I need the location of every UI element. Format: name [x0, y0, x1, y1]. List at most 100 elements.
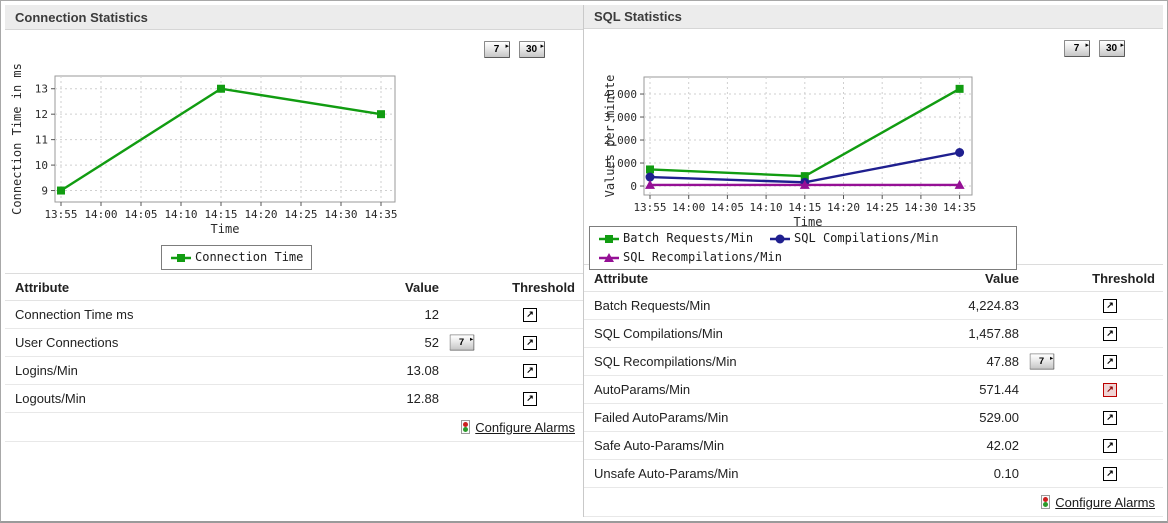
column-spacer: 7 ▸ [1019, 353, 1065, 370]
svg-text:2,000: 2,000 [604, 134, 637, 147]
svg-text:14:00: 14:00 [84, 208, 117, 221]
square-marker-icon [599, 234, 619, 243]
page-title: Connection Statistics [15, 9, 148, 25]
attribute-value: 47.88 [986, 354, 1019, 369]
attribute-value: 529.00 [979, 410, 1019, 425]
threshold-icon[interactable]: ↗ [1103, 466, 1117, 481]
svg-text:14:10: 14:10 [750, 201, 783, 214]
threshold-cell: ↗ [1065, 298, 1155, 313]
period-7-button[interactable]: 7 ▸ [484, 41, 510, 58]
table-row: User Connections 52 7 ▸ ↗ [5, 329, 583, 357]
period-30-button[interactable]: 30 ▸ [519, 41, 545, 58]
table-row: Batch Requests/Min 4,224.83 ↗ [584, 292, 1163, 320]
attribute-label: Batch Requests/Min [594, 298, 711, 313]
threshold-icon[interactable]: ↗ [523, 363, 537, 378]
period-30-label: 30 [525, 43, 538, 55]
threshold-cell: ↗ [485, 307, 575, 322]
period-buttons: 7 ▸ 30 ▸ [1064, 40, 1125, 58]
sql-chart-section: 7 ▸ 30 ▸ 13:55 14:00 14:05 14:10 14:15 14:20 14:… [584, 29, 1163, 271]
period-7-button[interactable]: 7 ▸ [449, 334, 475, 351]
threshold-icon[interactable]: ↗ [1103, 410, 1117, 425]
threshold-icon[interactable]: ↗ [1103, 298, 1117, 313]
table-row: AutoParams/Min 571.44 ↗ [584, 376, 1163, 404]
legend-item: SQL Compilations/Min [769, 229, 939, 248]
table-row: Failed AutoParams/Min 529.00 ↗ [584, 404, 1163, 432]
period-7-button[interactable]: 7 ▸ [1029, 353, 1055, 370]
threshold-cell: ↗ [1065, 326, 1155, 341]
table-header-row: Attribute Value Threshold [584, 265, 1163, 292]
threshold-cell: ↗ [1065, 466, 1155, 481]
threshold-cell: ↗ [1065, 382, 1155, 397]
column-header-threshold: Threshold [1092, 270, 1155, 286]
period-7-label: 7 [493, 43, 500, 55]
svg-text:0: 0 [630, 180, 637, 193]
threshold-icon[interactable]: ↗ [1103, 326, 1117, 341]
attribute-value: 571.44 [979, 382, 1019, 397]
table-row: Connection Time ms 12 ↗ [5, 301, 583, 329]
threshold-icon[interactable]: ↗ [1103, 438, 1117, 453]
table-row: Logouts/Min 12.88 ↗ [5, 385, 583, 413]
legend-item: SQL Recompilations/Min [598, 248, 782, 267]
threshold-icon[interactable]: ↗ [1103, 354, 1117, 369]
connection-chart-section: 7 ▸ 30 ▸ 13:55 14:00 14:05 14:10 14:15 14:20 14:… [5, 30, 583, 273]
svg-text:9: 9 [41, 185, 48, 198]
legend-label: SQL Compilations/Min [794, 231, 939, 246]
attribute-label: Logins/Min [15, 363, 78, 378]
configure-alarms-link[interactable]: Configure Alarms [475, 419, 575, 435]
attribute-label: Failed AutoParams/Min [594, 410, 729, 425]
chart-legend: Connection Time [161, 245, 313, 270]
chart-legend: Batch Requests/Min SQL Compilations/Min SQ… [589, 226, 1017, 271]
panel-header: Connection Statistics [5, 5, 583, 30]
configure-alarms-row: Configure Alarms [5, 413, 583, 442]
threshold-icon[interactable]: ↗ [1103, 382, 1117, 397]
circle-marker-icon [770, 234, 791, 244]
caret-icon: ▸ [540, 43, 544, 50]
svg-text:14:25: 14:25 [284, 208, 317, 221]
period-30-button[interactable]: 30 ▸ [1099, 40, 1125, 58]
configure-alarms-link[interactable]: Configure Alarms [1055, 494, 1155, 510]
column-spacer: 7 ▸ [439, 334, 485, 351]
svg-text:14:35: 14:35 [943, 201, 976, 214]
period-buttons: 7 ▸ 30 ▸ [484, 41, 545, 58]
attribute-value: 1,457.88 [968, 326, 1019, 341]
legend-label: Batch Requests/Min [623, 231, 754, 246]
svg-text:1,000: 1,000 [604, 157, 637, 170]
traffic-light-icon [1041, 495, 1051, 509]
attribute-value: 42.02 [986, 438, 1019, 453]
attribute-label: Safe Auto-Params/Min [594, 438, 725, 453]
connection-attributes-table: Attribute Value Threshold Connection Tim… [5, 273, 583, 442]
column-header-attribute: Attribute [15, 279, 70, 295]
threshold-cell: ↗ [485, 363, 575, 378]
svg-text:13: 13 [35, 83, 48, 96]
threshold-cell: ↗ [1065, 354, 1155, 369]
square-marker-icon [171, 253, 191, 262]
attribute-value: 0.10 [993, 466, 1019, 481]
connection-time-chart: 13:55 14:00 14:05 14:10 14:15 14:20 14:25 14:30… [10, 63, 398, 236]
attribute-value: 52 [424, 335, 439, 350]
svg-text:3,000: 3,000 [604, 111, 637, 124]
attribute-label: SQL Compilations/Min [594, 326, 723, 341]
caret-icon: ▸ [1085, 42, 1089, 50]
traffic-light-icon [461, 420, 471, 434]
period-30-label: 30 [1105, 42, 1118, 54]
threshold-icon[interactable]: ↗ [523, 391, 537, 406]
caret-icon: ▸ [470, 336, 474, 343]
attribute-label: Unsafe Auto-Params/Min [594, 466, 739, 481]
svg-text:14:10: 14:10 [164, 208, 197, 221]
svg-text:14:05: 14:05 [711, 201, 744, 214]
threshold-icon[interactable]: ↗ [523, 307, 537, 322]
table-header-row: Attribute Value Threshold [5, 274, 583, 301]
column-header-threshold: Threshold [512, 279, 575, 295]
legend-item: Connection Time [170, 248, 303, 267]
panel-sql-statistics: SQL Statistics 7 ▸ 30 ▸ 13:55 14:00 14:05 14:… [584, 5, 1163, 517]
svg-text:14:25: 14:25 [866, 201, 899, 214]
attribute-value: 13.08 [406, 363, 439, 378]
period-7-button[interactable]: 7 ▸ [1064, 40, 1090, 58]
svg-text:4,000: 4,000 [604, 88, 637, 101]
attribute-label: User Connections [15, 335, 119, 350]
table-row: SQL Compilations/Min 1,457.88 ↗ [584, 320, 1163, 348]
legend-item: Batch Requests/Min [598, 229, 753, 248]
svg-text:14:20: 14:20 [827, 201, 860, 214]
threshold-icon[interactable]: ↗ [523, 335, 537, 350]
svg-text:14:35: 14:35 [364, 208, 397, 221]
